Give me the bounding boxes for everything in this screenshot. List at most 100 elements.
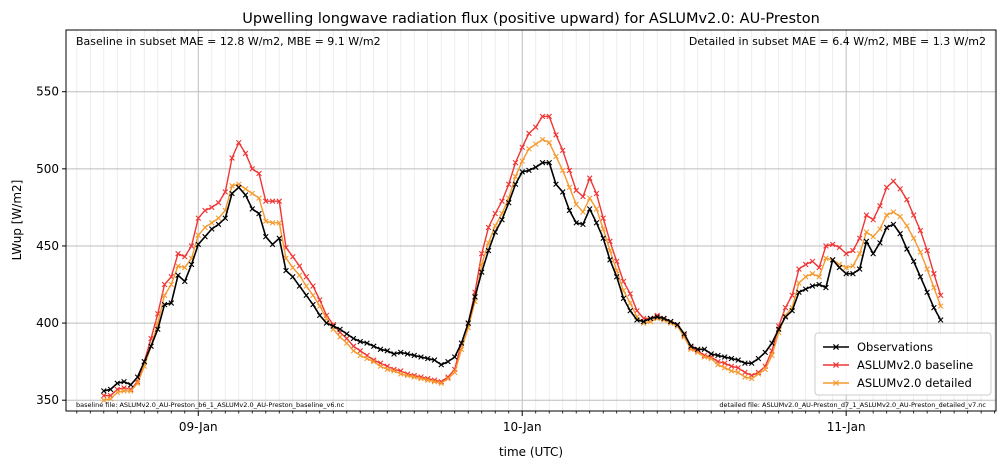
- data-point-marker: [742, 369, 748, 376]
- data-point-marker: [897, 186, 903, 192]
- data-point-marker: [350, 343, 357, 350]
- data-point-marker: [215, 199, 222, 206]
- series-observations: [101, 159, 944, 394]
- data-point-marker: [330, 323, 337, 329]
- data-point-marker: [667, 318, 674, 325]
- legend-marker: [832, 379, 840, 387]
- data-point-marker: [877, 203, 883, 209]
- data-point-marker: [600, 235, 607, 242]
- data-point-marker: [863, 229, 870, 235]
- data-point-marker: [337, 326, 343, 333]
- data-point-marker: [836, 264, 843, 271]
- data-point-marker: [377, 363, 384, 370]
- data-point-marker: [310, 301, 316, 308]
- data-point-marker: [748, 360, 755, 366]
- data-point-marker: [931, 284, 937, 291]
- data-point-marker: [654, 314, 660, 320]
- data-point-marker: [303, 283, 310, 289]
- data-point-marker: [101, 397, 107, 403]
- data-point-marker: [289, 264, 296, 271]
- data-point-marker: [175, 272, 181, 279]
- data-point-marker: [229, 183, 235, 189]
- data-point-marker: [856, 250, 863, 257]
- legend-item: ASLUMv2.0 baseline: [823, 358, 973, 372]
- legend-box: [814, 332, 992, 396]
- data-point-marker: [262, 218, 269, 225]
- data-point-marker: [384, 348, 391, 354]
- data-point-marker: [877, 226, 883, 232]
- data-point-marker: [208, 204, 215, 211]
- data-point-marker: [357, 352, 364, 359]
- data-point-marker: [843, 250, 849, 257]
- data-point-marker: [559, 167, 566, 174]
- data-point-marker: [181, 264, 188, 271]
- data-point-marker: [175, 250, 181, 257]
- x-tick-label: 10-Jan: [503, 420, 542, 434]
- data-point-marker: [708, 351, 714, 357]
- data-point-marker: [836, 244, 843, 251]
- data-point-marker: [276, 198, 283, 205]
- data-point-marker: [519, 169, 526, 175]
- data-point-marker: [573, 220, 580, 226]
- data-point-marker: [620, 295, 627, 302]
- data-point-marker: [796, 280, 802, 286]
- y-axis-label: LWup [W/m2]: [10, 180, 24, 261]
- data-point-marker: [573, 201, 580, 208]
- data-point-marker: [296, 263, 303, 269]
- data-point-marker: [816, 281, 822, 288]
- data-point-marker: [499, 198, 505, 205]
- data-point-marker: [249, 166, 256, 172]
- y-tick-label: 400: [36, 316, 59, 330]
- data-point-marker: [904, 246, 910, 252]
- data-point-marker: [829, 241, 836, 248]
- data-point-marker: [904, 223, 910, 229]
- data-point-marker: [917, 249, 924, 255]
- data-point-marker: [188, 243, 195, 249]
- data-point-marker: [856, 266, 863, 272]
- data-point-marker: [573, 187, 580, 194]
- data-point-marker: [769, 352, 775, 359]
- data-point-marker: [269, 198, 276, 205]
- data-point-marker: [917, 227, 924, 234]
- data-point-marker: [303, 274, 310, 280]
- data-point-marker: [424, 355, 431, 362]
- data-point-marker: [431, 357, 438, 363]
- data-point-marker: [438, 380, 445, 387]
- data-point-marker: [411, 374, 418, 380]
- legend-marker: [832, 361, 840, 369]
- data-point-marker: [370, 357, 377, 363]
- data-point-marker: [121, 388, 127, 394]
- data-point-marker: [897, 213, 903, 220]
- data-point-marker: [242, 186, 249, 192]
- data-point-marker: [823, 255, 829, 262]
- data-point-marker: [796, 266, 802, 272]
- data-point-marker: [816, 264, 822, 271]
- data-point-marker: [856, 235, 863, 242]
- data-point-marker: [809, 270, 816, 277]
- data-point-marker: [370, 343, 377, 350]
- data-point-marker: [802, 261, 809, 268]
- data-point-marker: [863, 212, 870, 218]
- x-tick-label: 11-Jan: [827, 420, 866, 434]
- data-point-marker: [499, 216, 505, 223]
- data-point-marker: [168, 300, 175, 306]
- data-point-marker: [728, 363, 735, 370]
- data-point-marker: [458, 340, 465, 346]
- data-point-marker: [323, 320, 330, 326]
- data-point-marker: [640, 318, 647, 325]
- data-point-marker: [202, 224, 208, 231]
- data-point-marker: [546, 159, 553, 166]
- data-point-marker: [566, 207, 573, 214]
- data-point-marker: [802, 274, 809, 280]
- data-point-marker: [924, 247, 930, 254]
- data-point-marker: [715, 361, 721, 368]
- data-point-marker: [114, 389, 121, 396]
- legend-item: Observations: [823, 340, 933, 354]
- data-point-marker: [526, 145, 532, 152]
- minor-gridlines: [76, 30, 996, 411]
- data-point-marker: [262, 233, 269, 240]
- data-point-marker: [674, 321, 681, 328]
- legend-label: ASLUMv2.0 detailed: [857, 376, 972, 390]
